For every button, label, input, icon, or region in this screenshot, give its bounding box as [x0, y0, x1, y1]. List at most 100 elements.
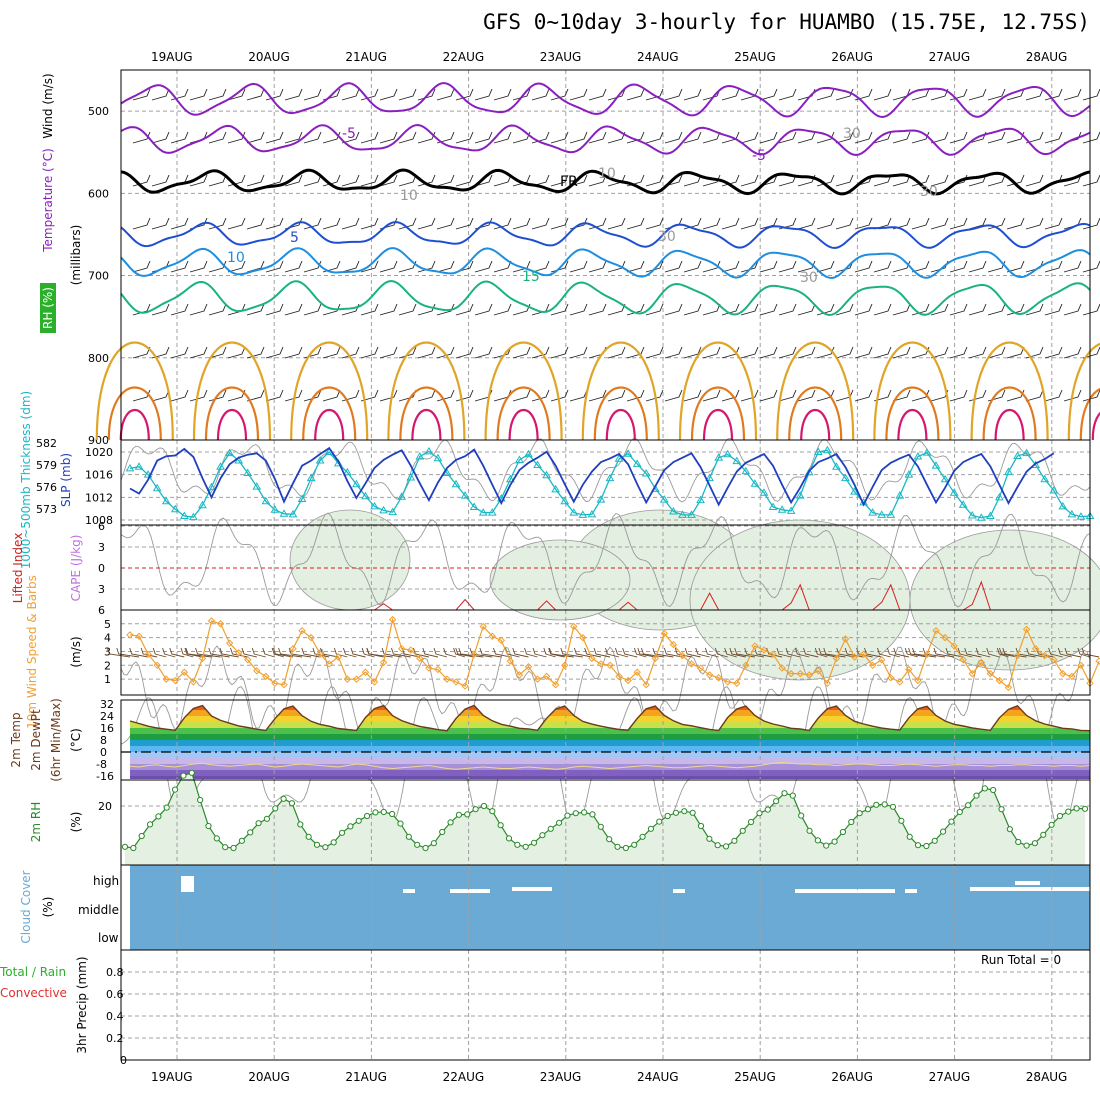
wind-barb [1044, 260, 1063, 273]
wind-barb [835, 131, 854, 144]
rh-marker [597, 823, 604, 830]
slp-marker [578, 510, 588, 518]
wind-barb [569, 303, 588, 316]
temperature-contour [120, 123, 1091, 157]
wind-barb [816, 174, 835, 187]
cape-axis-label: CAPE (J/kg) [69, 535, 83, 602]
wind-barb-10m [1081, 647, 1100, 658]
slp-line [129, 449, 1091, 519]
slp-marker [641, 469, 651, 477]
rh-legend-swatch [40, 283, 56, 333]
wind-barb [1063, 346, 1082, 359]
warm-temperature-loop [690, 386, 746, 441]
wind-barb [265, 260, 284, 273]
wind-barb [265, 131, 284, 144]
slp-marker [886, 510, 896, 518]
wind-barb [265, 217, 284, 230]
wind-barb [664, 260, 683, 273]
wind-speed-marker [298, 626, 306, 635]
wind-barb [626, 131, 645, 144]
wind-barb [436, 389, 455, 402]
wind-barb-10m [714, 647, 728, 658]
wind-speed-marker [696, 664, 705, 672]
wind-barb-10m [996, 647, 1009, 658]
wind-barb [208, 217, 227, 230]
slp-marker [569, 508, 579, 516]
wind-barb [208, 303, 227, 316]
wind-barb [341, 174, 360, 187]
wind-speed-marker [488, 632, 496, 640]
wind-barb [474, 260, 493, 273]
rh-marker [898, 817, 905, 824]
date-label-top: 20AUG [248, 50, 290, 64]
wind-barb [303, 260, 322, 273]
wind-barb [341, 260, 360, 273]
contour-label: 10 [400, 188, 418, 204]
wind-barb-10m [877, 647, 891, 658]
wind-barb [208, 174, 227, 187]
wind-barb [702, 131, 721, 144]
temperature-band [130, 746, 1090, 752]
wind-barb [550, 217, 569, 230]
wind-barb [816, 88, 835, 101]
wind-barb [208, 131, 227, 144]
wind-barb [1082, 131, 1100, 144]
wind-speed-marker [733, 679, 741, 688]
rh-marker [422, 844, 429, 852]
pressure-unit-label: (millibars) [69, 225, 83, 286]
rh-marker [614, 843, 621, 850]
wind-speed-marker [506, 657, 515, 665]
rh-marker [1023, 842, 1030, 849]
rh-marker [798, 812, 805, 819]
slp-marker [1076, 512, 1086, 520]
slp-marker [632, 459, 642, 467]
slp-marker [388, 507, 398, 516]
wind-barb [455, 174, 474, 187]
wind-barb [303, 217, 322, 230]
wind-barb [170, 389, 189, 402]
wind-speed-marker [425, 664, 433, 672]
wind-barb [930, 217, 949, 230]
wind-barb [588, 88, 607, 101]
rh-marker [539, 832, 546, 839]
wind-barb [493, 131, 512, 144]
rh-marker [706, 835, 713, 842]
slp-marker [768, 502, 778, 510]
temperature-band [130, 758, 1090, 764]
wind-barb-10m [744, 647, 765, 658]
wind-barb-10m [1026, 647, 1045, 658]
rh-marker [606, 836, 613, 843]
wind-speed-marker [153, 661, 161, 670]
wind-barb [436, 303, 455, 316]
temp-tick-label: 8 [100, 734, 107, 747]
wind-speed-marker [1041, 651, 1049, 660]
cloud-gap [673, 889, 685, 893]
wind-barb [930, 346, 949, 359]
wind-barb [417, 217, 436, 230]
slp-marker [397, 492, 407, 500]
contour-label: 10 [227, 250, 245, 266]
warm-temperature-loop [95, 341, 174, 441]
wind-barb [151, 174, 170, 187]
wind-barb [474, 346, 493, 359]
wind-barb [626, 303, 645, 316]
rh-marker [864, 806, 872, 813]
wind-barb-10m [663, 647, 683, 658]
wind-speed-marker [606, 661, 614, 670]
date-label-bottom: 24AUG [637, 1070, 679, 1084]
wind-barb-10m [391, 647, 411, 658]
wind-barb [227, 346, 246, 359]
warm-temperature-loop [204, 386, 260, 441]
wind-barb-10m [278, 647, 303, 658]
rh-marker [255, 820, 262, 827]
slp-marker [333, 458, 343, 467]
wind-barb [1025, 131, 1044, 144]
wind-barb [968, 389, 987, 402]
warm-temperature-loop [994, 409, 1025, 441]
wind-barb [1044, 303, 1063, 316]
slp-marker [1049, 486, 1059, 494]
warm-temperature-loop [508, 409, 539, 441]
rh-marker [464, 811, 471, 818]
wind-speed-marker [760, 646, 768, 654]
wind-barb [797, 389, 816, 402]
